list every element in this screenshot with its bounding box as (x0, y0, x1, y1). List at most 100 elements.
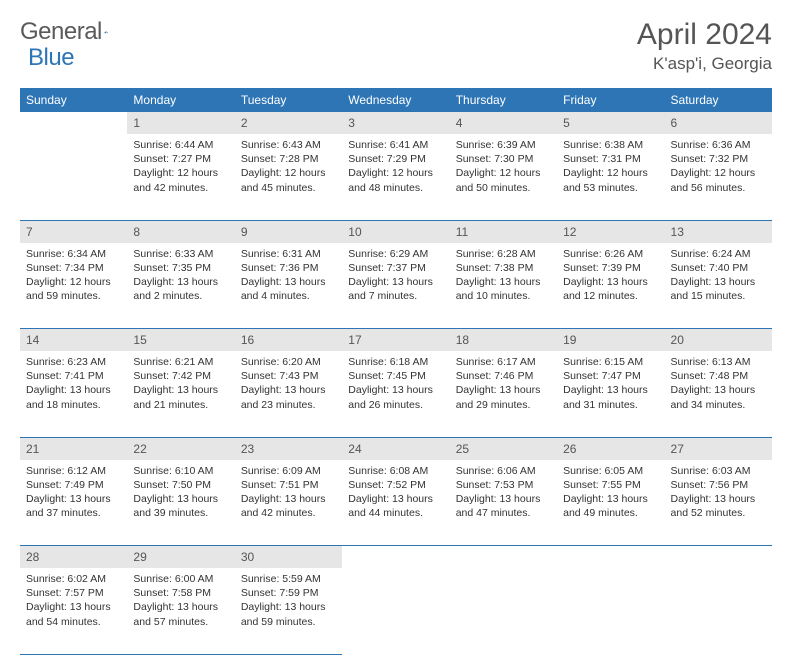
day-sunset: Sunset: 7:46 PM (456, 369, 551, 383)
day-sunrise: Sunrise: 6:10 AM (133, 464, 228, 478)
day-cell: Sunrise: 6:38 AMSunset: 7:31 PMDaylight:… (557, 134, 664, 220)
day-day2: and 12 minutes. (563, 289, 658, 303)
day-cell-body: Sunrise: 6:20 AMSunset: 7:43 PMDaylight:… (235, 351, 342, 418)
day-cell: Sunrise: 6:09 AMSunset: 7:51 PMDaylight:… (235, 460, 342, 546)
week-row: Sunrise: 6:02 AMSunset: 7:57 PMDaylight:… (20, 568, 772, 654)
day-day2: and 45 minutes. (241, 181, 336, 195)
day-cell-body: Sunrise: 6:41 AMSunset: 7:29 PMDaylight:… (342, 134, 449, 201)
day-sunset: Sunset: 7:47 PM (563, 369, 658, 383)
day-cell-body: Sunrise: 6:24 AMSunset: 7:40 PMDaylight:… (665, 243, 772, 310)
week-row: Sunrise: 6:44 AMSunset: 7:27 PMDaylight:… (20, 134, 772, 220)
day-day1: Daylight: 13 hours (26, 383, 121, 397)
day-day2: and 10 minutes. (456, 289, 551, 303)
logo-text-general: General (20, 18, 102, 46)
day-number: 7 (20, 220, 127, 243)
day-cell-body: Sunrise: 6:15 AMSunset: 7:47 PMDaylight:… (557, 351, 664, 418)
day-day2: and 4 minutes. (241, 289, 336, 303)
day-cell: Sunrise: 6:06 AMSunset: 7:53 PMDaylight:… (450, 460, 557, 546)
day-sunrise: Sunrise: 6:33 AM (133, 247, 228, 261)
day-number: 25 (450, 437, 557, 460)
day-day2: and 53 minutes. (563, 181, 658, 195)
day-day2: and 52 minutes. (671, 506, 766, 520)
day-day1: Daylight: 13 hours (348, 275, 443, 289)
day-number: 29 (127, 546, 234, 569)
logo-text-blue-wrap: Blue (28, 44, 74, 72)
day-sunset: Sunset: 7:43 PM (241, 369, 336, 383)
day-sunset: Sunset: 7:51 PM (241, 478, 336, 492)
day-number: 10 (342, 220, 449, 243)
day-day1: Daylight: 13 hours (133, 275, 228, 289)
day-sunrise: Sunrise: 6:26 AM (563, 247, 658, 261)
day-cell: Sunrise: 6:31 AMSunset: 7:36 PMDaylight:… (235, 243, 342, 329)
day-cell: Sunrise: 6:41 AMSunset: 7:29 PMDaylight:… (342, 134, 449, 220)
day-number (20, 112, 127, 134)
day-cell-body: Sunrise: 6:29 AMSunset: 7:37 PMDaylight:… (342, 243, 449, 310)
day-day1: Daylight: 12 hours (563, 166, 658, 180)
day-cell-body: Sunrise: 6:13 AMSunset: 7:48 PMDaylight:… (665, 351, 772, 418)
day-cell: Sunrise: 6:43 AMSunset: 7:28 PMDaylight:… (235, 134, 342, 220)
day-sunrise: Sunrise: 6:43 AM (241, 138, 336, 152)
day-cell: Sunrise: 6:39 AMSunset: 7:30 PMDaylight:… (450, 134, 557, 220)
day-day2: and 39 minutes. (133, 506, 228, 520)
day-day1: Daylight: 13 hours (671, 275, 766, 289)
day-cell-body: Sunrise: 6:17 AMSunset: 7:46 PMDaylight:… (450, 351, 557, 418)
day-day2: and 47 minutes. (456, 506, 551, 520)
day-day2: and 23 minutes. (241, 398, 336, 412)
day-cell-body: Sunrise: 6:39 AMSunset: 7:30 PMDaylight:… (450, 134, 557, 201)
day-day2: and 7 minutes. (348, 289, 443, 303)
day-sunrise: Sunrise: 6:31 AM (241, 247, 336, 261)
day-sunset: Sunset: 7:39 PM (563, 261, 658, 275)
day-cell: Sunrise: 6:13 AMSunset: 7:48 PMDaylight:… (665, 351, 772, 437)
day-header-row: SundayMondayTuesdayWednesdayThursdayFrid… (20, 88, 772, 112)
week-row: Sunrise: 6:23 AMSunset: 7:41 PMDaylight:… (20, 351, 772, 437)
day-sunset: Sunset: 7:56 PM (671, 478, 766, 492)
day-day1: Daylight: 13 hours (671, 383, 766, 397)
day-number: 24 (342, 437, 449, 460)
day-cell: Sunrise: 6:00 AMSunset: 7:58 PMDaylight:… (127, 568, 234, 654)
day-number: 2 (235, 112, 342, 134)
day-cell-body: Sunrise: 6:06 AMSunset: 7:53 PMDaylight:… (450, 460, 557, 527)
day-day2: and 57 minutes. (133, 615, 228, 629)
day-sunrise: Sunrise: 6:34 AM (26, 247, 121, 261)
day-cell-body: Sunrise: 6:43 AMSunset: 7:28 PMDaylight:… (235, 134, 342, 201)
day-day1: Daylight: 13 hours (133, 600, 228, 614)
calendar-table: SundayMondayTuesdayWednesdayThursdayFrid… (20, 88, 772, 655)
day-number: 28 (20, 546, 127, 569)
day-day2: and 49 minutes. (563, 506, 658, 520)
day-number (665, 546, 772, 569)
day-cell-body: Sunrise: 6:31 AMSunset: 7:36 PMDaylight:… (235, 243, 342, 310)
day-sunset: Sunset: 7:42 PM (133, 369, 228, 383)
day-day1: Daylight: 13 hours (456, 275, 551, 289)
day-number: 26 (557, 437, 664, 460)
day-number: 6 (665, 112, 772, 134)
week-row: Sunrise: 6:12 AMSunset: 7:49 PMDaylight:… (20, 460, 772, 546)
day-day2: and 50 minutes. (456, 181, 551, 195)
day-day2: and 34 minutes. (671, 398, 766, 412)
daynum-row: 123456 (20, 112, 772, 134)
day-sunrise: Sunrise: 5:59 AM (241, 572, 336, 586)
title-block: April 2024 K'asp'i, Georgia (637, 18, 772, 74)
day-day1: Daylight: 13 hours (563, 383, 658, 397)
day-cell-body: Sunrise: 6:10 AMSunset: 7:50 PMDaylight:… (127, 460, 234, 527)
day-sunset: Sunset: 7:48 PM (671, 369, 766, 383)
day-cell: Sunrise: 6:03 AMSunset: 7:56 PMDaylight:… (665, 460, 772, 546)
day-sunrise: Sunrise: 6:41 AM (348, 138, 443, 152)
day-cell: Sunrise: 6:17 AMSunset: 7:46 PMDaylight:… (450, 351, 557, 437)
day-cell: Sunrise: 6:26 AMSunset: 7:39 PMDaylight:… (557, 243, 664, 329)
day-number: 12 (557, 220, 664, 243)
day-number: 23 (235, 437, 342, 460)
logo-triangle-icon (104, 23, 108, 41)
day-day1: Daylight: 12 hours (348, 166, 443, 180)
day-cell: Sunrise: 6:34 AMSunset: 7:34 PMDaylight:… (20, 243, 127, 329)
day-number: 20 (665, 329, 772, 352)
day-day1: Daylight: 13 hours (26, 492, 121, 506)
day-cell-body: Sunrise: 6:21 AMSunset: 7:42 PMDaylight:… (127, 351, 234, 418)
day-sunrise: Sunrise: 6:39 AM (456, 138, 551, 152)
day-cell: Sunrise: 6:33 AMSunset: 7:35 PMDaylight:… (127, 243, 234, 329)
day-cell-body: Sunrise: 6:05 AMSunset: 7:55 PMDaylight:… (557, 460, 664, 527)
day-sunrise: Sunrise: 6:02 AM (26, 572, 121, 586)
day-day1: Daylight: 12 hours (241, 166, 336, 180)
day-sunset: Sunset: 7:28 PM (241, 152, 336, 166)
day-number: 16 (235, 329, 342, 352)
day-day1: Daylight: 12 hours (671, 166, 766, 180)
